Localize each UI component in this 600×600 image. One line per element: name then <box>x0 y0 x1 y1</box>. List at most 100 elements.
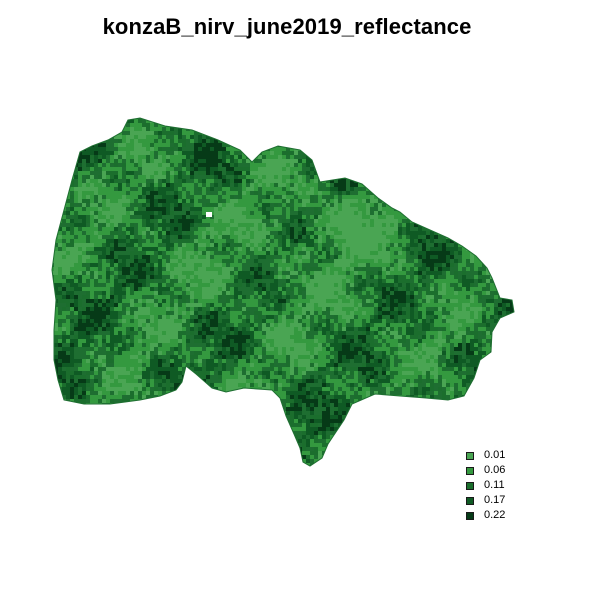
raster-pixel <box>366 199 370 203</box>
raster-pixel <box>326 295 330 299</box>
raster-pixel <box>146 303 150 307</box>
raster-pixel <box>202 147 206 151</box>
raster-pixel <box>498 207 502 211</box>
raster-pixel <box>514 199 518 203</box>
raster-pixel <box>258 123 262 127</box>
raster-pixel <box>66 119 70 123</box>
raster-pixel <box>86 119 90 123</box>
raster-pixel <box>262 183 266 187</box>
raster-pixel <box>430 139 434 143</box>
raster-pixel <box>458 163 462 167</box>
raster-pixel <box>182 299 186 303</box>
raster-pixel <box>254 127 258 131</box>
raster-pixel <box>158 287 162 291</box>
raster-pixel <box>74 191 78 195</box>
raster-pixel <box>318 151 322 155</box>
raster-pixel <box>282 287 286 291</box>
raster-pixel <box>150 131 154 135</box>
raster-pixel <box>52 187 54 191</box>
raster-pixel <box>134 183 138 187</box>
raster-pixel <box>222 159 226 163</box>
raster-pixel <box>134 131 138 135</box>
raster-pixel <box>370 311 374 315</box>
raster-pixel <box>406 159 410 163</box>
raster-pixel <box>270 219 274 223</box>
raster-pixel <box>78 271 82 275</box>
raster-pixel <box>394 303 398 307</box>
raster-pixel <box>394 199 398 203</box>
raster-pixel <box>510 187 514 191</box>
raster-pixel <box>298 243 302 247</box>
raster-pixel <box>266 235 270 239</box>
raster-pixel <box>202 307 206 311</box>
raster-pixel <box>150 287 154 291</box>
raster-pixel <box>382 279 386 283</box>
raster-pixel <box>326 123 330 127</box>
raster-pixel <box>302 239 306 243</box>
raster-pixel <box>418 143 422 147</box>
raster-pixel <box>90 231 94 235</box>
raster-pixel <box>294 219 298 223</box>
raster-pixel <box>506 219 510 223</box>
raster-pixel <box>354 118 358 119</box>
raster-pixel <box>330 159 334 163</box>
raster-pixel <box>246 271 250 275</box>
raster-pixel <box>410 243 414 247</box>
raster-pixel <box>334 127 338 131</box>
raster-pixel <box>150 311 154 315</box>
raster-pixel <box>182 159 186 163</box>
raster-pixel <box>378 231 382 235</box>
raster-pixel <box>218 239 222 243</box>
raster-pixel <box>78 259 82 263</box>
raster-pixel <box>86 207 90 211</box>
raster-pixel <box>302 187 306 191</box>
raster-pixel <box>410 223 414 227</box>
raster-pixel <box>270 299 274 303</box>
raster-pixel <box>374 163 378 167</box>
raster-pixel <box>234 295 238 299</box>
raster-pixel <box>198 319 202 323</box>
raster-pixel <box>246 247 250 251</box>
raster-pixel <box>206 291 210 295</box>
raster-pixel <box>174 139 178 143</box>
raster-pixel <box>122 211 126 215</box>
raster-pixel <box>298 227 302 231</box>
raster-pixel <box>374 195 378 199</box>
raster-pixel <box>474 203 478 207</box>
raster-pixel <box>514 155 518 159</box>
raster-pixel <box>466 251 470 255</box>
raster-pixel <box>370 239 374 243</box>
raster-pixel <box>94 123 98 127</box>
raster-pixel <box>170 251 174 255</box>
raster-pixel <box>410 299 414 303</box>
raster-pixel <box>126 215 130 219</box>
raster-pixel <box>274 159 278 163</box>
raster-pixel <box>410 167 414 171</box>
raster-pixel <box>454 139 458 143</box>
raster-pixel <box>246 191 250 195</box>
raster-pixel <box>158 151 162 155</box>
raster-pixel <box>482 283 486 287</box>
raster-pixel <box>122 175 126 179</box>
raster-pixel <box>378 263 382 267</box>
raster-pixel <box>406 183 410 187</box>
raster-pixel <box>238 195 242 199</box>
raster-pixel <box>186 315 190 319</box>
raster-pixel <box>426 239 430 243</box>
raster-pixel <box>174 143 178 147</box>
raster-pixel <box>70 123 74 127</box>
raster-pixel <box>370 219 374 223</box>
raster-pixel <box>390 175 394 179</box>
raster-pixel <box>406 207 410 211</box>
raster-pixel <box>322 227 326 231</box>
raster-pixel <box>66 127 70 131</box>
raster-pixel <box>430 143 434 147</box>
raster-pixel <box>126 235 130 239</box>
raster-pixel <box>414 223 418 227</box>
raster-pixel <box>406 283 410 287</box>
raster-pixel <box>386 271 390 275</box>
raster-pixel <box>86 247 90 251</box>
raster-pixel <box>374 118 378 119</box>
raster-pixel <box>174 259 178 263</box>
raster-pixel <box>94 319 98 323</box>
